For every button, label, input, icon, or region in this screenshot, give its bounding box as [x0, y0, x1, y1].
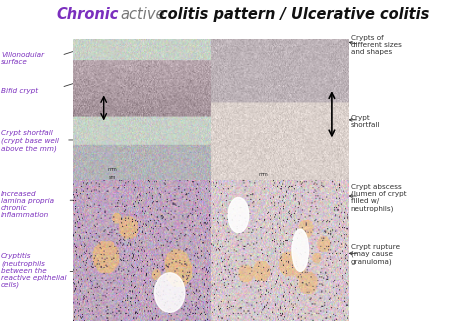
- Text: Crypt abscess
(lumen of crypt
filled w/
neutrophils): Crypt abscess (lumen of crypt filled w/ …: [351, 184, 406, 212]
- Ellipse shape: [228, 197, 249, 233]
- Text: Increased
lamina propria
chronic
inflammation: Increased lamina propria chronic inflamm…: [1, 191, 54, 218]
- Text: Crypts of
different sizes
and shapes: Crypts of different sizes and shapes: [351, 35, 401, 55]
- Text: Crypt shortfall
(crypt base well
above the mm): Crypt shortfall (crypt base well above t…: [1, 130, 59, 152]
- Ellipse shape: [155, 273, 185, 312]
- Text: active: active: [121, 7, 165, 22]
- Text: mm: mm: [258, 172, 268, 177]
- Text: Crypt
shortfall: Crypt shortfall: [351, 115, 380, 128]
- Text: Cryptitis
(neutrophils
between the
reactive epithelial
cells): Cryptitis (neutrophils between the react…: [1, 253, 66, 288]
- Text: colitis pattern / Ulcerative colitis: colitis pattern / Ulcerative colitis: [159, 7, 429, 22]
- Text: mm: mm: [107, 168, 117, 172]
- Text: sm: sm: [108, 175, 116, 179]
- Text: Crypt rupture
(may cause
granuloma): Crypt rupture (may cause granuloma): [351, 244, 400, 265]
- Text: Villonodular
surface: Villonodular surface: [1, 52, 44, 65]
- Text: Chronic: Chronic: [57, 7, 119, 22]
- Ellipse shape: [292, 229, 309, 272]
- Text: Bifid crypt: Bifid crypt: [1, 88, 38, 94]
